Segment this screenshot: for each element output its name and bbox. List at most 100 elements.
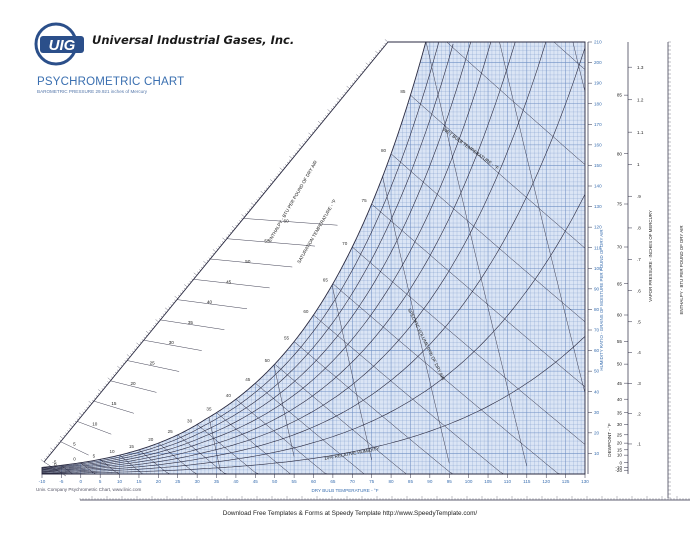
enthalpy-scale-tick: [229, 231, 232, 234]
enthalpy-scale-tick: [375, 51, 379, 54]
enthalpy-fan-line: [176, 299, 248, 310]
enthalpy-scale-tick: [270, 179, 274, 183]
vapor-pressure-tick-label: .9: [637, 194, 641, 199]
saturation-tick-label: 40: [226, 393, 232, 398]
enthalpy-tick-label: 25: [150, 361, 156, 366]
wet-bulb-line: [100, 459, 120, 474]
enthalpy-scale-tick: [227, 234, 230, 236]
dewpoint-tick-label: 35: [617, 410, 623, 415]
enthalpy-scale-tick: [250, 206, 253, 208]
enthalpy-scale-tick: [139, 341, 142, 344]
enthalpy-scale-tick: [162, 313, 165, 316]
enthalpy-scale-tick: [218, 245, 220, 248]
enthalpy-scale-tick: [48, 453, 50, 456]
enthalpy-scale-tick: [155, 319, 159, 323]
enthalpy-scale-tick: [111, 376, 113, 379]
enthalpy-scale-tick: [241, 217, 243, 220]
enthalpy-scale-tick: [69, 427, 71, 430]
enthalpy-scale-tick: [220, 243, 222, 246]
enthalpy-scale-tick: [184, 284, 188, 288]
enthalpy-scale-tick: [50, 447, 54, 451]
dewpoint-tick-label: 80: [617, 151, 623, 156]
enthalpy-scale-tick: [212, 252, 215, 255]
x-tick-label: 100: [465, 479, 473, 484]
x-axis-title: DRY BULB TEMPERATURE - °F: [311, 488, 378, 493]
enthalpy-scale-tick: [203, 261, 207, 264]
enthalpy-scale-tick: [187, 283, 190, 285]
humidity-tick-label: 210: [594, 40, 602, 45]
enthalpy-scale-tick: [353, 80, 356, 82]
logo-text: UIG: [49, 37, 76, 54]
enthalpy-scale-tick: [241, 214, 245, 218]
enthalpy-scale-tick: [363, 68, 366, 71]
wet-bulb-line: [255, 383, 368, 474]
rh-curve: [42, 336, 585, 474]
dewpoint-tick-label: 85: [617, 93, 623, 98]
chart-subtitle: BAROMETRIC PRESSURE 29.921 inches of Mer…: [37, 89, 148, 94]
dewpoint-tick-label: 40: [617, 397, 623, 402]
enthalpy-scale-tick: [222, 237, 226, 241]
enthalpy-scale-tick: [342, 94, 345, 96]
dewpoint-tick-label: 25: [617, 432, 623, 437]
vapor-pressure-tick-label: 1.3: [637, 65, 644, 70]
enthalpy-scale-tick: [151, 327, 154, 330]
enthalpy-scale-tick: [145, 331, 150, 334]
enthalpy-scale-tick: [237, 222, 240, 225]
enthalpy-scale-tick: [374, 54, 377, 57]
enthalpy-scale-tick: [288, 159, 291, 162]
vapor-pressure-tick-label: .2: [637, 411, 641, 416]
rh-curve: [42, 42, 547, 472]
x-tick-label: 80: [389, 479, 395, 484]
humidity-tick-label: 120: [594, 225, 602, 230]
vapor-pressure-axis-title: VAPOR PRESSURE - INCHES OF MERCURY: [648, 210, 653, 302]
enthalpy-scale-tick: [285, 164, 287, 166]
enthalpy-fan-line: [160, 319, 225, 330]
enthalpy-tick-label: 5: [73, 442, 76, 447]
dewpoint-tick-label: 70: [617, 245, 623, 250]
wet-bulb-line: [293, 341, 454, 474]
enthalpy-scale-tick: [267, 185, 270, 187]
enthalpy-scale-tick: [132, 350, 134, 353]
enthalpy-scale-tick: [74, 420, 77, 423]
enthalpy-scale-tick: [273, 178, 276, 180]
humidity-tick-label: 80: [594, 307, 600, 312]
enthalpy-scale-tick: [57, 441, 60, 444]
enthalpy-scale-tick: [95, 395, 98, 397]
vapor-pressure-tick-label: .5: [637, 319, 641, 324]
wet-bulb-line: [274, 363, 407, 474]
enthalpy-scale-tick: [330, 108, 333, 110]
saturation-tick-label: 50: [265, 358, 271, 363]
wet-bulb-line: [429, 42, 585, 165]
dewpoint-tick-label: 75: [617, 202, 623, 207]
enthalpy-scale-tick: [145, 334, 148, 337]
vapor-pressure-tick-label: .3: [637, 381, 641, 386]
enthalpy-scale-tick: [346, 89, 348, 92]
x-tick-label: 30: [195, 479, 201, 484]
enthalpy-scale-tick: [365, 66, 368, 68]
enthalpy-scale-tick: [298, 144, 303, 148]
enthalpy-tick-label: 55: [264, 239, 270, 244]
x-tick-label: 55: [292, 479, 298, 484]
enthalpy-scale-tick: [120, 364, 123, 367]
wet-bulb-line: [332, 283, 562, 474]
enthalpy-scale-tick: [304, 140, 306, 143]
enthalpy-scale-tick: [97, 392, 100, 395]
dewpoint-tick-label: 55: [617, 339, 623, 344]
enthalpy-scale-tick: [178, 294, 180, 297]
enthalpy-fan-line: [93, 400, 134, 414]
dewpoint-tick-label: 50: [617, 362, 623, 367]
enthalpy-scale-tick: [155, 322, 157, 325]
humidity-tick-label: 90: [594, 286, 600, 291]
enthalpy-scale-tick: [344, 91, 347, 94]
enthalpy-scale-tick: [183, 287, 186, 290]
enthalpy-scale-tick: [170, 304, 173, 306]
enthalpy-tick-label: 20: [131, 381, 137, 386]
dewpoint-tick-label: -10: [615, 465, 622, 470]
enthalpy-fan-line: [110, 380, 157, 393]
humidity-tick-label: 10: [594, 451, 600, 456]
enthalpy-scale-tick: [165, 307, 169, 311]
x-tick-label: 5: [99, 479, 102, 484]
rh-curve: [42, 43, 454, 469]
enthalpy-scale-tick: [384, 39, 389, 43]
enthalpy-scale-tick: [172, 301, 175, 304]
